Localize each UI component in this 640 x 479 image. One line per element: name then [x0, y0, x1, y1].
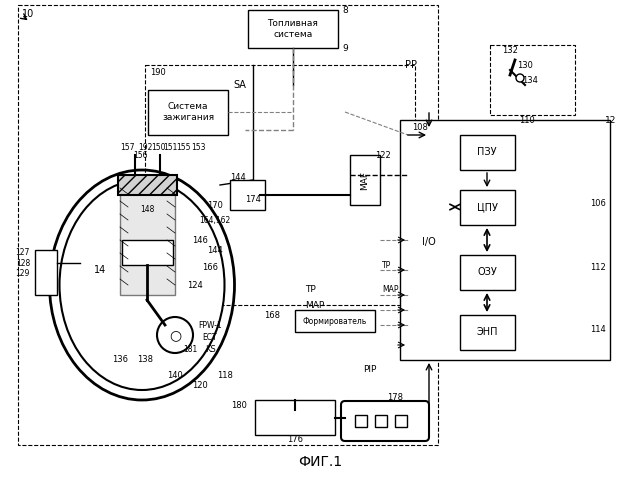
FancyBboxPatch shape: [341, 401, 429, 441]
FancyBboxPatch shape: [35, 250, 57, 295]
Text: 153: 153: [191, 144, 205, 152]
Text: 148: 148: [140, 205, 154, 215]
FancyBboxPatch shape: [460, 255, 515, 290]
Text: 9: 9: [342, 44, 348, 53]
Text: 122: 122: [375, 150, 391, 160]
Text: MAF: MAF: [360, 171, 369, 190]
Text: ПЗУ: ПЗУ: [477, 147, 497, 157]
Text: ○: ○: [169, 328, 181, 342]
FancyBboxPatch shape: [408, 130, 450, 355]
Text: 180: 180: [231, 400, 247, 410]
Text: Система
зажигания: Система зажигания: [162, 103, 214, 122]
Text: ЭНП: ЭНП: [476, 327, 498, 337]
Bar: [375, 415, 387, 427]
Text: 178: 178: [387, 394, 403, 402]
Text: 164,162: 164,162: [200, 216, 230, 225]
FancyBboxPatch shape: [400, 120, 610, 360]
Text: ТР: ТР: [305, 285, 316, 295]
Text: 166: 166: [202, 263, 218, 273]
Text: 157: 157: [120, 144, 134, 152]
Text: SA: SA: [233, 80, 246, 90]
Text: 144: 144: [207, 246, 223, 254]
FancyBboxPatch shape: [460, 315, 515, 350]
Text: MAP: MAP: [382, 285, 399, 295]
Text: 124: 124: [187, 281, 203, 289]
FancyBboxPatch shape: [248, 10, 338, 48]
Bar: [145, 65, 415, 305]
Text: 112: 112: [590, 263, 605, 273]
Text: 138: 138: [137, 355, 153, 365]
Text: 181: 181: [183, 345, 197, 354]
Text: 108: 108: [412, 123, 428, 132]
FancyBboxPatch shape: [460, 135, 515, 170]
FancyBboxPatch shape: [148, 90, 228, 135]
Circle shape: [516, 74, 524, 82]
Text: 155: 155: [176, 144, 190, 152]
Text: 151: 151: [163, 144, 177, 152]
Text: ОЗУ: ОЗУ: [477, 267, 497, 277]
Text: 156: 156: [133, 150, 147, 160]
Bar: [118, 175, 177, 195]
Text: 176: 176: [287, 435, 303, 445]
Text: ЦПУ: ЦПУ: [477, 202, 497, 212]
Ellipse shape: [60, 180, 225, 390]
Text: Формирователь: Формирователь: [303, 317, 367, 326]
Circle shape: [157, 317, 193, 353]
Text: 134: 134: [522, 76, 538, 84]
FancyBboxPatch shape: [460, 190, 515, 225]
Text: 132: 132: [502, 46, 518, 55]
Text: 146: 146: [192, 236, 208, 244]
Bar: [18, 5, 438, 445]
Text: FPW-1: FPW-1: [198, 320, 222, 330]
FancyBboxPatch shape: [295, 310, 375, 332]
Text: 129: 129: [15, 270, 30, 278]
Text: 127: 127: [15, 248, 30, 256]
Text: 118: 118: [217, 370, 233, 379]
Text: 144: 144: [230, 172, 246, 182]
Text: 168: 168: [264, 310, 280, 319]
Text: 8: 8: [342, 5, 348, 14]
Text: MAP: MAP: [305, 300, 324, 309]
FancyBboxPatch shape: [255, 400, 335, 435]
FancyBboxPatch shape: [350, 155, 380, 205]
Text: 114: 114: [590, 326, 605, 334]
Text: I/O: I/O: [422, 237, 436, 247]
Text: 14: 14: [94, 265, 106, 275]
Text: ТР: ТР: [382, 261, 391, 270]
Text: 120: 120: [192, 380, 208, 389]
Text: 12: 12: [605, 115, 616, 125]
Bar: [395, 415, 407, 427]
Text: PP: PP: [405, 60, 417, 70]
Text: KS: KS: [205, 345, 216, 354]
Text: ECT: ECT: [203, 333, 218, 342]
Text: 170: 170: [207, 201, 223, 209]
Text: 130: 130: [517, 60, 533, 69]
Text: 190: 190: [150, 68, 166, 77]
Bar: [490, 45, 575, 115]
Bar: [122, 240, 173, 265]
Text: 136: 136: [112, 355, 128, 365]
FancyBboxPatch shape: [230, 180, 265, 210]
Text: ФИГ.1: ФИГ.1: [298, 455, 342, 469]
Bar: [355, 415, 367, 427]
Text: 10: 10: [22, 9, 35, 19]
Text: 128: 128: [16, 259, 30, 267]
Text: 150: 150: [151, 144, 165, 152]
Text: 192: 192: [138, 144, 152, 152]
Text: Топливная
система: Топливная система: [268, 19, 319, 39]
Text: PIP: PIP: [364, 365, 377, 375]
Text: 140: 140: [167, 370, 183, 379]
Text: 110: 110: [519, 115, 535, 125]
Bar: [120, 185, 175, 295]
Text: 106: 106: [590, 198, 606, 207]
Text: 174: 174: [245, 195, 261, 205]
